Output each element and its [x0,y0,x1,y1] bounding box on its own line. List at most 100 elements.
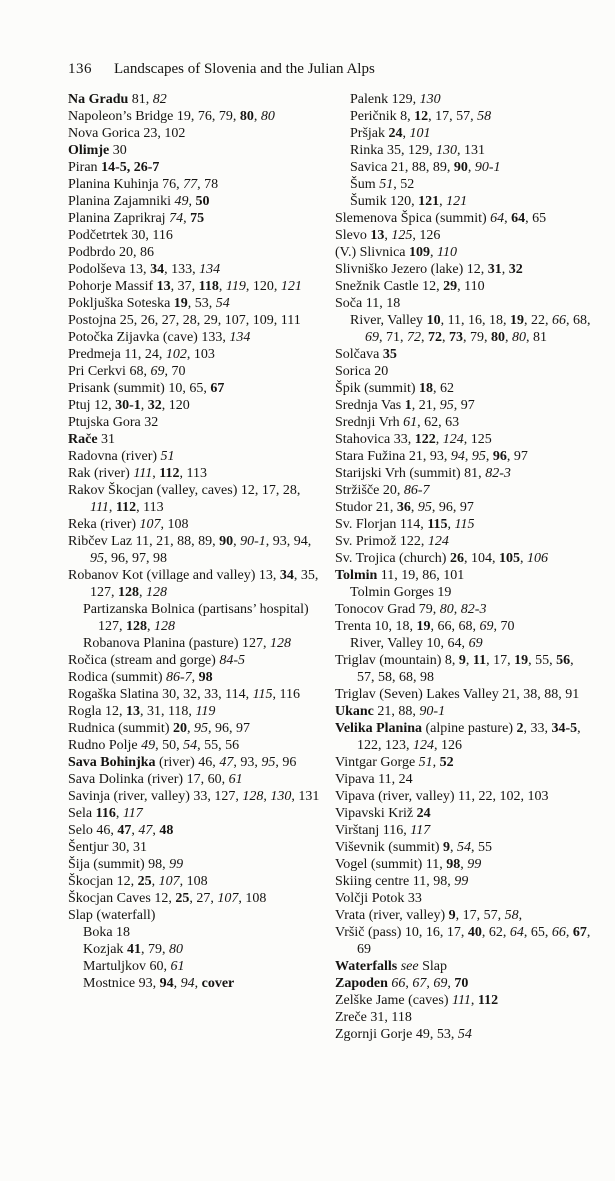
index-entry: Trenta 10, 18, 19, 66, 68, 69, 70 [335,619,515,634]
index-entry: (V.) Slivnica 109, 110 [335,245,457,260]
index-entry: Stržišče 20, 86-7 [335,483,430,498]
index-entry: Pri Cerkvi 68, 69, 70 [68,364,186,379]
index-entry: Ptuj 12, 30-1, 32, 120 [68,398,190,413]
index-entry: Sava Bohinjka (river) 46, 47, 93, 95, 96 [68,755,297,770]
index-entry: Mostnice 93, 94, 94, cover [83,976,235,991]
index-entry: Potočka Zijavka (cave) 133, 134 [68,330,251,345]
index-entry: Vipava (river, valley) 11, 22, 102, 103 [335,789,549,804]
index-entry: Rače 31 [68,432,116,447]
index-entry: Virštanj 116, 117 [335,823,431,838]
index-entry: Starijski Vrh (summit) 81, 82-3 [335,466,511,481]
index-entry: Velika Planina (alpine pasture) 2, 33, 3… [335,721,581,753]
index-entry: Skiing centre 11, 98, 99 [335,874,469,889]
index-entry: Nova Gorica 23, 102 [68,126,186,141]
index-entry: Stahovica 33, 122, 124, 125 [335,432,492,447]
index-entry: Planina Zaprikraj 74, 75 [68,211,205,226]
index-entry: Pršjak 24, 101 [350,126,431,141]
index-entry: Ptujska Gora 32 [68,415,159,430]
index-column-right: Palenk 129, 130 Peričnik 8, 12, 17, 57, 5… [335,91,593,1043]
index-entry: Srednja Vas 1, 21, 95, 97 [335,398,475,413]
index-entry: Sava Dolinka (river) 17, 60, 61 [68,772,243,787]
page-number: 136 [68,61,92,77]
index-entry: Triglav (mountain) 8, 9, 11, 17, 19, 55,… [335,653,574,685]
index-entry: Prisank (summit) 10, 65, 67 [68,381,225,396]
index-entry: Viševnik (summit) 9, 54, 55 [335,840,493,855]
index-entry: Slap (waterfall) [68,908,156,923]
index-entry: Vogel (summit) 11, 98, 99 [335,857,482,872]
index-entry: Kozjak 41, 79, 80 [83,942,183,957]
index-entry: Rogla 12, 13, 31, 118, 119 [68,704,216,719]
index-entry: Na Gradu 81, 82 [68,92,167,107]
index-entry: Ribčev Laz 11, 21, 88, 89, 90, 90-1, 93,… [68,534,312,566]
index-entry: Ročica (stream and gorge) 84-5 [68,653,246,668]
index-entry: Planina Kuhinja 76, 77, 78 [68,177,219,192]
index-entry: Vintgar Gorge 51, 52 [335,755,454,770]
index-entry: Zgornji Gorje 49, 53, 54 [335,1027,472,1042]
index-entry: Sela 116, 117 [68,806,143,821]
index-entry: Savica 21, 88, 89, 90, 90-1 [350,160,501,175]
index-entry: Šentjur 30, 31 [68,840,147,855]
index-entry: Vrata (river, valley) 9, 17, 57, 58, [335,908,523,923]
index-entry: Piran 14-5, 26-7 [68,160,160,175]
index-entry: Podolševa 13, 34, 133, 134 [68,262,221,277]
index-entry: Rodica (summit) 86-7, 98 [68,670,213,685]
index-entry: Radovna (river) 51 [68,449,175,464]
index-entry: Rudno Polje 49, 50, 54, 55, 56 [68,738,240,753]
index-entry: Podčetrtek 30, 116 [68,228,173,243]
index-column-left: Na Gradu 81, 82 Napoleon’s Bridge 19, 76,… [68,91,326,1043]
page-header: 136 Landscapes of Slovenia and the Julian… [68,60,590,78]
index-entry: Tolmin 11, 19, 86, 101 [335,568,465,583]
index-entry: Vršič (pass) 10, 16, 17, 40, 62, 64, 65,… [335,925,591,957]
index-entry: Rudnica (summit) 20, 95, 96, 97 [68,721,250,736]
index-entry: Rak (river) 111, 112, 113 [68,466,207,481]
index-entry: Triglav (Seven) Lakes Valley 21, 38, 88,… [335,687,580,702]
index-entry: Rakov Škocjan (valley, caves) 12, 17, 28… [68,483,301,515]
index-entry: Zelške Jame (caves) 111, 112 [335,993,499,1008]
index-entry: Robanov Kot (village and valley) 13, 34,… [68,568,319,600]
index-entry: Robanova Planina (pasture) 127, 128 [83,636,292,651]
index-entry: Tonocov Grad 79, 80, 82-3 [335,602,487,617]
index-entry: Škocjan Caves 12, 25, 27, 107, 108 [68,891,267,906]
index-entry: Šumik 120, 121, 121 [350,194,468,209]
index-entry: Ukanc 21, 88, 90-1 [335,704,446,719]
index-entry: Selo 46, 47, 47, 48 [68,823,174,838]
index-entry: Studor 21, 36, 95, 96, 97 [335,500,474,515]
index-entry: Savinja (river, valley) 33, 127, 128, 13… [68,789,320,804]
index-entry: Šija (summit) 98, 99 [68,857,184,872]
index-entry: Palenk 129, 130 [350,92,441,107]
index-entry: Škocjan 12, 25, 107, 108 [68,874,208,889]
index-entry: Predmeja 11, 24, 102, 103 [68,347,215,362]
index-entry: Olimje 30 [68,143,127,158]
index-entry: Martuljkov 60, 61 [83,959,185,974]
book-title: Landscapes of Slovenia and the Julian Al… [114,61,375,77]
index-entry: Slivniško Jezero (lake) 12, 31, 32 [335,262,523,277]
index-entry: Sv. Primož 122, 124 [335,534,449,549]
index-entry: Šum 51, 52 [350,177,415,192]
index-columns: Na Gradu 81, 82 Napoleon’s Bridge 19, 76,… [68,91,593,1043]
index-entry: Podbrdo 20, 86 [68,245,154,260]
index-entry: Napoleon’s Bridge 19, 76, 79, 80, 80 [68,109,275,124]
index-entry: Waterfalls see Slap [335,959,447,974]
index-entry: Reka (river) 107, 108 [68,517,189,532]
index-entry: Vipavski Križ 24 [335,806,431,821]
index-entry: Snežnik Castle 12, 29, 110 [335,279,485,294]
index-entry: Sorica 20 [335,364,389,379]
index-entry: Rogaška Slatina 30, 32, 33, 114, 115, 11… [68,687,301,702]
index-entry: Tolmin Gorges 19 [350,585,452,600]
index-entry: Boka 18 [83,925,131,940]
index-entry: Sv. Trojica (church) 26, 104, 105, 106 [335,551,548,566]
index-entry: Stara Fužina 21, 93, 94, 95, 96, 97 [335,449,528,464]
index-entry: Pohorje Massif 13, 37, 118, 119, 120, 12… [68,279,302,294]
index-entry: Volčji Potok 33 [335,891,422,906]
index-entry: Špik (summit) 18, 62 [335,381,455,396]
index-entry: Rinka 35, 129, 130, 131 [350,143,485,158]
index-entry: Zapoden 66, 67, 69, 70 [335,976,469,991]
index-entry: Sv. Florjan 114, 115, 115 [335,517,475,532]
index-entry: Zreče 31, 118 [335,1010,412,1025]
index-entry: Slevo 13, 125, 126 [335,228,441,243]
index-entry: Partizanska Bolnica (partisans’ hospital… [83,602,309,634]
index-entry: Peričnik 8, 12, 17, 57, 58 [350,109,492,124]
index-entry: Vipava 11, 24 [335,772,413,787]
index-entry: Postojna 25, 26, 27, 28, 29, 107, 109, 1… [68,313,301,328]
